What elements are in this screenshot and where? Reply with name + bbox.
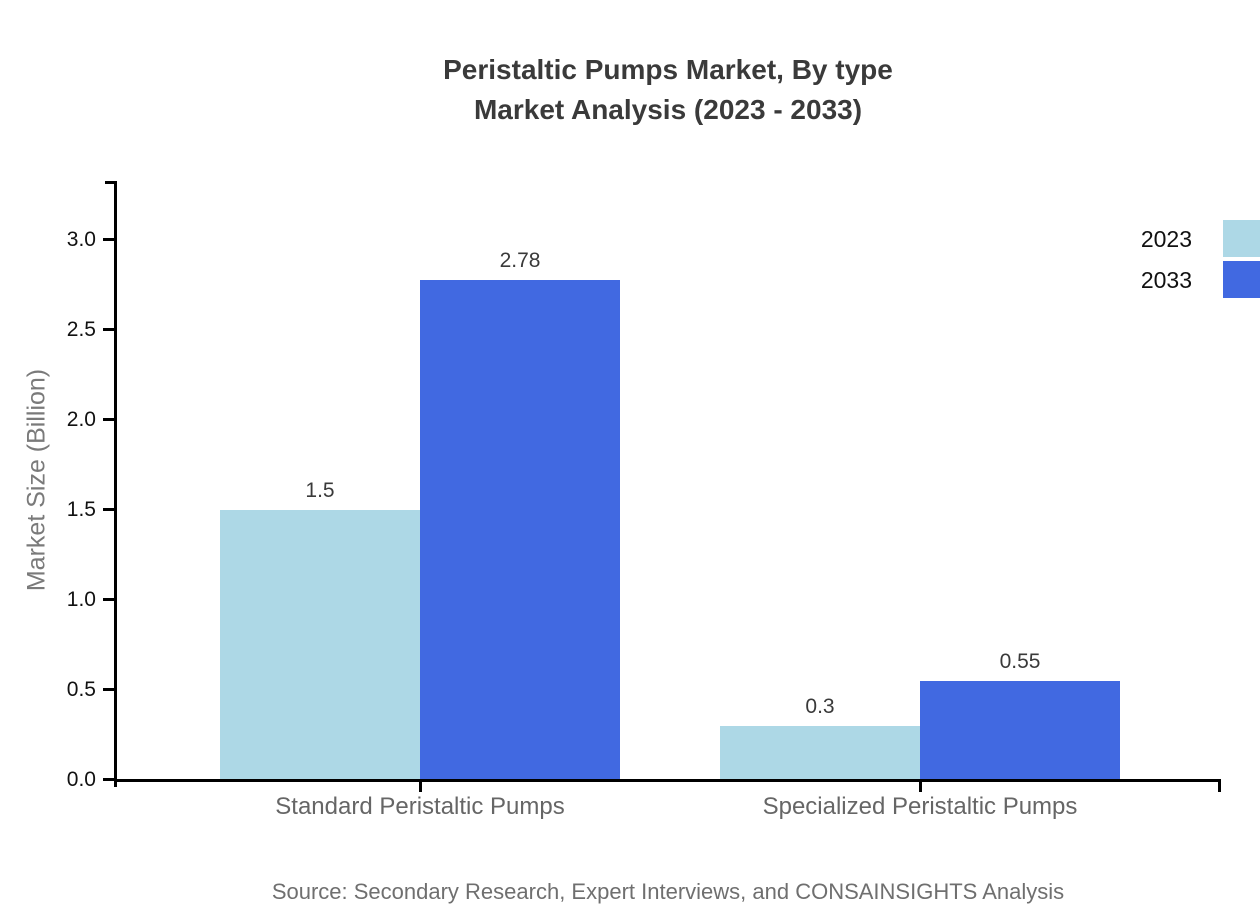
y-axis-line <box>114 181 117 787</box>
y-tick-label: 1.0 <box>66 588 96 611</box>
y-tick-mark <box>103 238 114 241</box>
y-tick-mark <box>103 598 114 601</box>
legend-swatch-2033 <box>1223 261 1260 298</box>
bar-2033-0 <box>420 280 620 780</box>
bar-2023-1 <box>720 726 920 780</box>
bar-value-label: 0.55 <box>999 650 1041 673</box>
y-tick-mark <box>103 418 114 421</box>
x-category-label: Standard Peristaltic Pumps <box>275 793 565 820</box>
x-axis-line <box>114 779 1221 782</box>
y-tick-mark <box>103 778 114 781</box>
chart-title-line-1: Peristaltic Pumps Market, By type <box>443 54 893 85</box>
bar-value-label: 2.78 <box>499 249 541 272</box>
legend-swatch-2023 <box>1223 220 1260 257</box>
y-tick-label: 3.0 <box>66 228 96 251</box>
y-tick-label: 1.5 <box>66 498 96 521</box>
bar-value-label: 1.5 <box>305 479 335 502</box>
y-tick-mark <box>103 688 114 691</box>
y-axis-top-cap <box>105 181 114 184</box>
bar-2033-1 <box>920 681 1120 780</box>
source-note: Source: Secondary Research, Expert Inter… <box>271 879 1065 904</box>
bar-value-label: 0.3 <box>805 695 835 718</box>
y-tick-mark <box>103 328 114 331</box>
x-axis-end-cap <box>1218 779 1221 792</box>
y-tick-label: 2.0 <box>66 408 96 431</box>
y-tick-label: 2.5 <box>66 318 96 341</box>
legend-label: 2033 <box>1140 267 1192 293</box>
x-category-label: Specialized Peristaltic Pumps <box>762 793 1078 820</box>
y-axis-label: Market Size (Billion) <box>22 368 51 592</box>
chart-title-line-2: Market Analysis (2023 - 2033) <box>473 94 863 125</box>
y-tick-mark <box>103 508 114 511</box>
chart-title: Peristaltic Pumps Market, By type Market… <box>115 50 1221 130</box>
bar-2023-0 <box>220 510 420 780</box>
y-tick-label: 0.5 <box>66 678 96 701</box>
y-tick-label: 0.0 <box>66 768 96 791</box>
x-tick-mark <box>919 782 922 792</box>
x-tick-mark <box>419 782 422 792</box>
legend-label: 2023 <box>1140 226 1192 252</box>
